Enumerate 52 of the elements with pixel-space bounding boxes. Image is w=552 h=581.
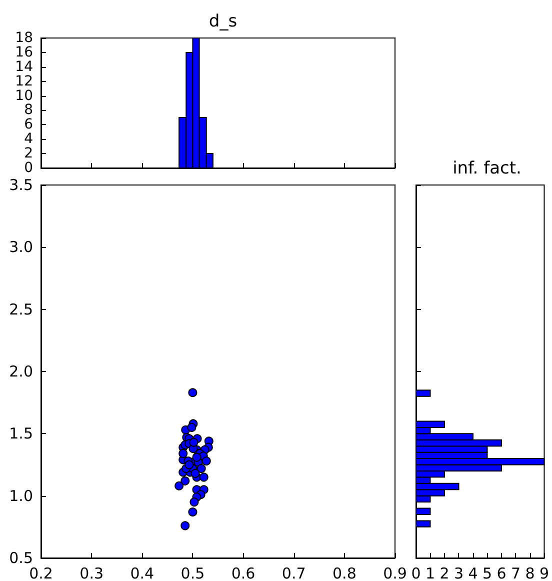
point — [188, 508, 198, 516]
y-tick-label: 4 — [24, 131, 34, 148]
x-tick-label: 7 — [510, 564, 521, 581]
chart-title: inf. fact. — [452, 158, 522, 178]
y-tick-label: 0.5 — [9, 549, 33, 567]
y-tick-label: 8 — [24, 102, 33, 118]
y-tick-label: 2 — [24, 146, 33, 162]
point — [190, 498, 199, 507]
x-tick-label: 5 — [482, 564, 492, 581]
x-tick-label: 0.8 — [332, 564, 356, 581]
point — [190, 468, 200, 478]
y-tick-label: 16 — [15, 44, 34, 60]
x-tick-label: 2 — [440, 564, 450, 581]
x-tick-label: 0.9 — [383, 564, 407, 581]
x-tick-label: 8 — [525, 564, 535, 581]
x-tick-label: 0.7 — [282, 564, 306, 581]
y-tick-label: 10 — [15, 88, 33, 104]
y-tick-label: 2.0 — [9, 362, 33, 380]
point — [192, 452, 202, 462]
y-tick-label: 2.5 — [9, 300, 33, 318]
x-tick-label: 1 — [425, 564, 436, 581]
y-tick-label: 18 — [15, 30, 33, 46]
x-tick-label: 0.2 — [29, 564, 53, 581]
point — [184, 460, 194, 470]
y-tick-label: 0 — [24, 160, 33, 176]
point — [178, 449, 188, 458]
point — [187, 422, 196, 432]
x-tick-label: 9 — [539, 564, 549, 581]
point — [174, 481, 184, 490]
point — [199, 472, 208, 482]
point — [189, 438, 198, 447]
point — [196, 464, 206, 473]
x-tick-label: 3 — [454, 564, 464, 581]
point — [202, 456, 211, 466]
y-tick-label: 12 — [15, 73, 33, 90]
y-tick-label: 6 — [24, 116, 34, 133]
y-tick-label: 1.5 — [9, 424, 33, 443]
point — [180, 521, 190, 530]
x-tick-label: 4 — [468, 564, 478, 581]
x-tick-label: 0 — [411, 564, 421, 581]
x-tick-label: 6 — [496, 564, 506, 581]
y-tick-label: 3.5 — [9, 176, 33, 194]
y-tick-label: 1.0 — [9, 486, 33, 505]
y-tick-label: 3.0 — [9, 238, 33, 256]
point — [188, 388, 198, 398]
y-tick-label: 14 — [15, 58, 34, 75]
x-tick-label: 0.4 — [130, 564, 154, 581]
x-tick-label: 0.3 — [80, 564, 104, 581]
point — [180, 476, 190, 486]
x-tick-label: 0.6 — [231, 564, 256, 581]
chart-title: d_s — [208, 12, 238, 32]
x-tick-label: 0.5 — [180, 564, 205, 581]
